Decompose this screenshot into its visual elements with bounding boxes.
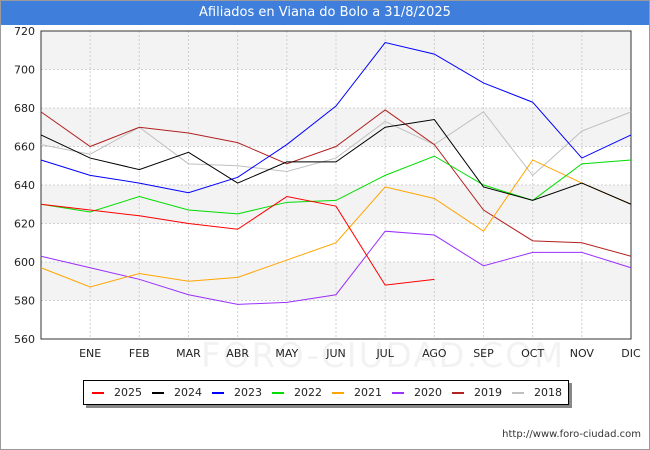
legend-item-2025: 2025	[92, 381, 150, 404]
x-tick-label: ENE	[79, 347, 101, 360]
legend-label: 2024	[174, 386, 202, 399]
y-tick-label: 560	[14, 333, 35, 346]
legend-label: 2021	[354, 386, 382, 399]
x-tick-label: ABR	[226, 347, 249, 360]
y-tick-label: 580	[14, 295, 35, 308]
legend-item-2021: 2021	[332, 381, 390, 404]
y-tick-label: 720	[14, 25, 35, 38]
legend-label: 2018	[534, 386, 562, 399]
plot-border	[40, 30, 632, 340]
x-tick-label: MAY	[275, 347, 298, 360]
legend-swatch	[152, 392, 164, 394]
legend-item-2020: 2020	[392, 381, 450, 404]
series-line-2021	[40, 159, 632, 288]
y-tick-label: 700	[14, 64, 35, 77]
x-tick-label: JUN	[325, 347, 346, 360]
legend: 2025 2024 2023 2022 2021 2020 2019 2018	[83, 380, 569, 405]
legend-label: 2023	[234, 386, 262, 399]
legend-swatch	[332, 392, 344, 394]
x-tick-label: FEB	[129, 347, 150, 360]
legend-label: 2019	[474, 386, 502, 399]
footer-url: http://www.foro-ciudad.com	[502, 429, 641, 440]
x-tick-label: NOV	[570, 347, 595, 360]
series-line-2025	[40, 196, 435, 286]
x-tick-label: OCT	[521, 347, 544, 360]
y-tick-label: 660	[14, 141, 35, 154]
series-line-2020	[40, 230, 632, 305]
x-tick-label: DIC	[621, 347, 641, 360]
series-line-2023	[40, 41, 632, 194]
legend-swatch	[512, 392, 524, 394]
legend-item-2024: 2024	[152, 381, 210, 404]
y-tick-label: 600	[14, 256, 35, 269]
x-tick-label: AGO	[422, 347, 447, 360]
legend-swatch	[392, 392, 404, 394]
chart-title: Afiliados en Viana do Bolo a 31/8/2025	[1, 1, 649, 25]
y-tick-label: 640	[14, 179, 35, 192]
legend-label: 2025	[114, 386, 142, 399]
legend-item-2019: 2019	[452, 381, 510, 404]
legend-swatch	[92, 392, 104, 394]
legend-item-2022: 2022	[272, 381, 330, 404]
x-tick-label: JUL	[375, 347, 394, 360]
legend-swatch	[452, 392, 464, 394]
legend-swatch	[272, 392, 284, 394]
x-tick-label: MAR	[176, 347, 201, 360]
legend-swatch	[212, 392, 224, 394]
y-tick-label: 620	[14, 218, 35, 231]
legend-label: 2020	[414, 386, 442, 399]
series-line-2019	[40, 109, 632, 257]
series-line-2024	[40, 119, 632, 205]
legend-label: 2022	[294, 386, 322, 399]
x-tick-label: SEP	[473, 347, 494, 360]
watermark-text: FORO-CIUDAD.COM	[201, 336, 566, 376]
y-tick-label: 680	[14, 102, 35, 115]
legend-item-2023: 2023	[212, 381, 270, 404]
legend-item-2018: 2018	[512, 381, 570, 404]
